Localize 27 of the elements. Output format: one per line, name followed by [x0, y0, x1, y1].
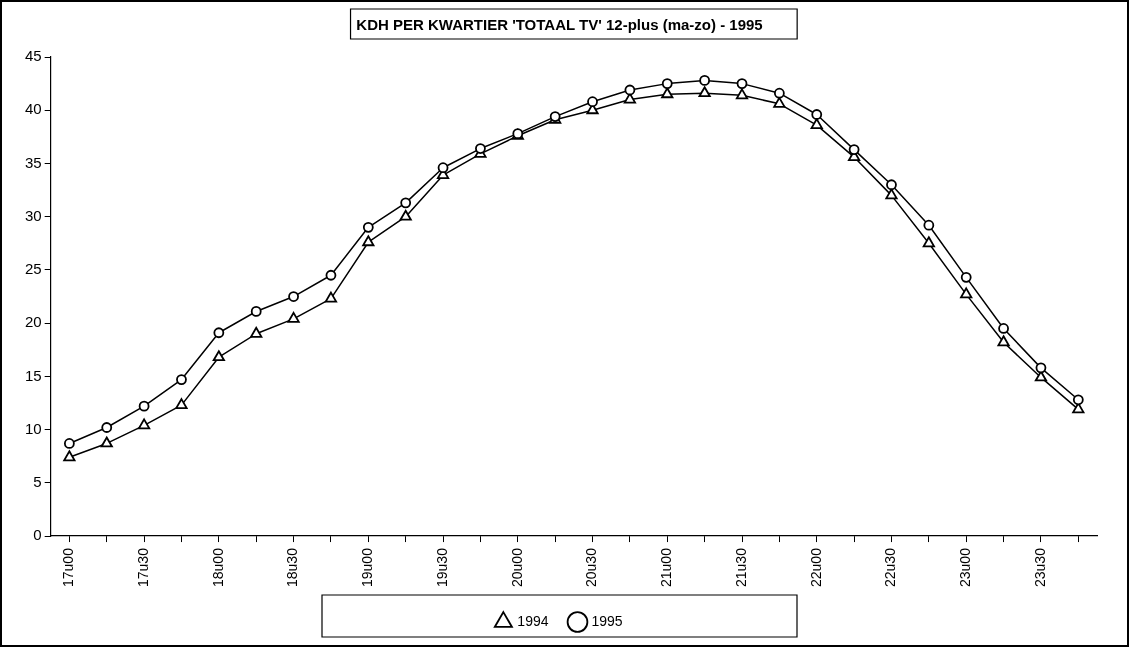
chart-title: KDH PER KWARTIER 'TOTAAL TV' 12-plus (ma-zo) - 1995 [356, 16, 763, 34]
y-tick-label: 5 [33, 472, 42, 490]
y-tick-label: 25 [25, 260, 42, 278]
x-tick-label: 17u00 [60, 547, 77, 588]
y-tick-label: 0 [33, 526, 42, 544]
x-tick-label: 17u30 [134, 547, 151, 588]
x-tick-label: 20u00 [508, 547, 525, 588]
legend-label: 1994 [517, 612, 549, 629]
x-tick-label: 18u30 [284, 547, 301, 588]
x-tick-label: 22u00 [807, 547, 824, 588]
y-tick-label: 20 [25, 313, 42, 331]
x-tick-label: 22u30 [882, 547, 899, 588]
x-tick-label: 20u30 [583, 547, 600, 588]
x-tick-label: 19u30 [433, 547, 450, 588]
y-tick-label: 30 [25, 206, 42, 224]
legend-label: 1995 [591, 612, 623, 629]
y-tick-label: 45 [25, 47, 42, 65]
y-tick-label: 40 [25, 100, 42, 118]
x-tick-label: 23u30 [1031, 547, 1048, 588]
y-tick-label: 35 [25, 153, 42, 171]
x-tick-label: 19u00 [359, 547, 376, 588]
x-tick-label: 21u00 [658, 547, 675, 588]
y-tick-label: 10 [25, 419, 42, 437]
y-tick-label: 15 [25, 366, 42, 384]
x-tick-label: 18u00 [209, 547, 226, 588]
x-tick-label: 21u30 [732, 547, 749, 588]
x-tick-label: 23u00 [957, 547, 974, 588]
